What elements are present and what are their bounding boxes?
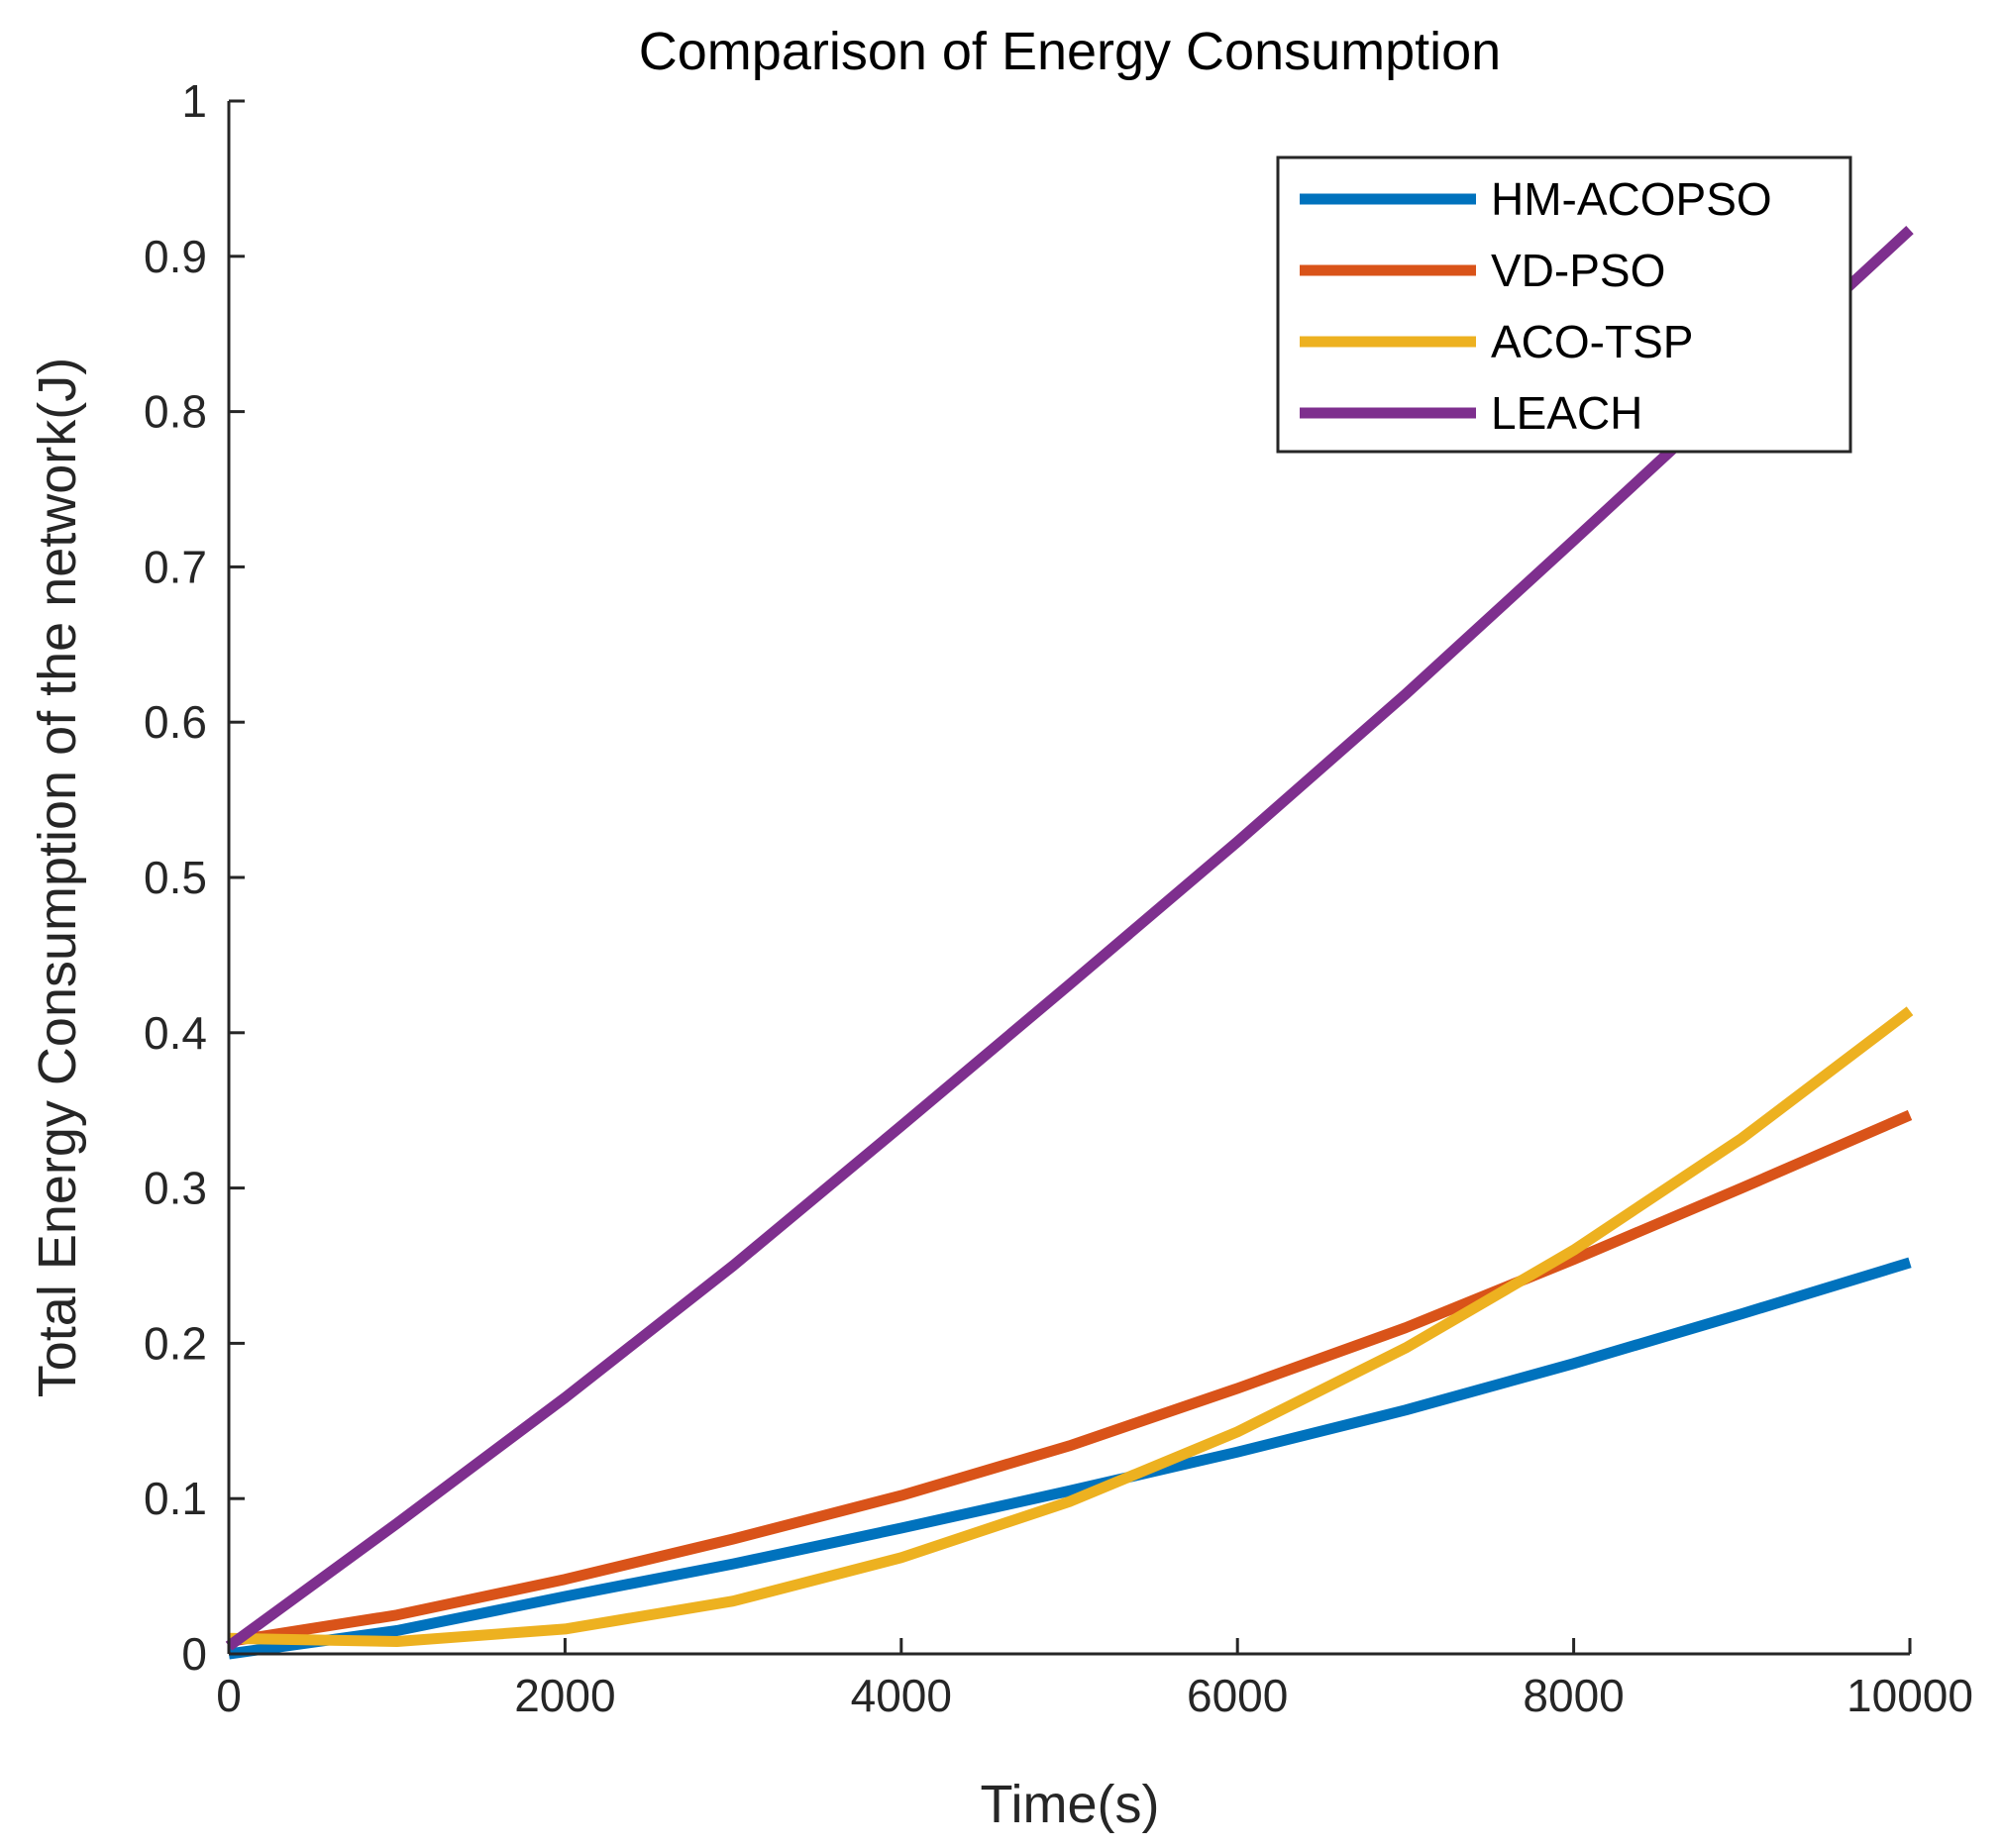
x-tick-label: 10000 bbox=[1846, 1670, 1973, 1721]
legend-label-leach: LEACH bbox=[1491, 387, 1642, 439]
x-tick-label: 6000 bbox=[1187, 1670, 1288, 1721]
y-axis-label: Total Energy Consumption of the network(… bbox=[28, 358, 87, 1398]
y-tick-label: 0.6 bbox=[144, 696, 207, 748]
series-line-leach bbox=[225, 226, 1914, 1651]
legend-label-vd-pso: VD-PSO bbox=[1491, 245, 1665, 296]
y-tick-label: 0.9 bbox=[144, 231, 207, 282]
series-line-aco-tsp bbox=[228, 1006, 1914, 1647]
y-ticks: 0 0.1 0.2 0.3 0.4 0.5 0.6 0.7 0.8 0.9 1 bbox=[144, 75, 245, 1680]
y-tick-label: 0.7 bbox=[144, 541, 207, 592]
series-line-hm-acopso bbox=[228, 1257, 1912, 1660]
y-tick-label: 0.1 bbox=[144, 1473, 207, 1524]
y-tick-label: 0.2 bbox=[144, 1317, 207, 1369]
y-tick-label: 0.5 bbox=[144, 852, 207, 903]
x-tick-label: 2000 bbox=[514, 1670, 615, 1721]
x-tick-label: 8000 bbox=[1523, 1670, 1624, 1721]
y-tick-label: 0 bbox=[181, 1628, 207, 1680]
series-layer bbox=[225, 226, 1914, 1660]
legend: HM-ACOPSO VD-PSO ACO-TSP LEACH bbox=[1276, 155, 1852, 454]
x-ticks: 0 2000 4000 6000 8000 10000 bbox=[216, 1638, 1973, 1721]
x-tick-label: 0 bbox=[216, 1670, 242, 1721]
series-line-vd-pso bbox=[228, 1109, 1913, 1647]
y-tick-label: 0.4 bbox=[144, 1007, 207, 1059]
legend-box bbox=[1276, 155, 1852, 454]
y-tick-label: 1 bbox=[181, 75, 207, 127]
chart-title: Comparison of Energy Consumption bbox=[639, 22, 1501, 81]
x-tick-label: 4000 bbox=[851, 1670, 952, 1721]
y-tick-label: 0.3 bbox=[144, 1163, 207, 1214]
y-tick-label: 0.8 bbox=[144, 386, 207, 438]
legend-label-hm-acopso: HM-ACOPSO bbox=[1491, 173, 1772, 225]
legend-label-aco-tsp: ACO-TSP bbox=[1491, 316, 1693, 367]
x-axis-label: Time(s) bbox=[981, 1775, 1160, 1834]
